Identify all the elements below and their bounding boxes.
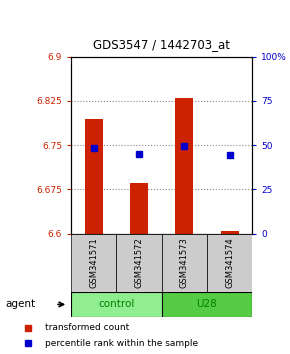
Text: GSM341573: GSM341573	[180, 238, 189, 288]
Bar	[130, 183, 148, 234]
Text: GSM341571: GSM341571	[89, 238, 98, 288]
Text: percentile rank within the sample: percentile rank within the sample	[45, 339, 198, 348]
Bar	[85, 119, 103, 234]
Bar	[175, 98, 193, 234]
Bar	[71, 292, 162, 317]
Text: GSM341572: GSM341572	[135, 238, 144, 288]
Text: agent: agent	[6, 299, 36, 309]
Text: transformed count: transformed count	[45, 323, 129, 332]
Bar	[162, 234, 207, 292]
Bar	[207, 234, 252, 292]
Bar	[116, 234, 162, 292]
Text: U28: U28	[197, 299, 218, 309]
Bar	[221, 231, 239, 234]
Bar	[71, 234, 116, 292]
Text: control: control	[98, 299, 135, 309]
Bar	[162, 292, 252, 317]
Text: GDS3547 / 1442703_at: GDS3547 / 1442703_at	[93, 38, 230, 51]
Text: GSM341574: GSM341574	[225, 238, 234, 288]
